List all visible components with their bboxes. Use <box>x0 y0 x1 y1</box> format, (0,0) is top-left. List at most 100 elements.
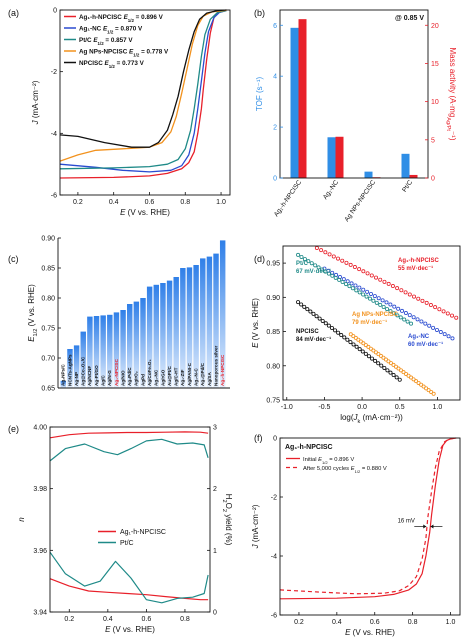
y-axis-title-a: J (mA·cm⁻²) <box>31 80 40 125</box>
legend-entry-f: After 5,000 cycles E1/2 = 0.880 V <box>303 466 387 474</box>
panel-label-e: (e) <box>8 424 19 434</box>
tafel-point <box>306 259 311 264</box>
y-axis-f-tick-label: -6 <box>271 613 277 620</box>
panel-b-tof-mass-activity: (b) Ag₁-h-NPCISC Ag₁-NC Ag NPs-NPCISC Pt/C 0 2… <box>254 8 457 223</box>
tafel-point <box>317 316 322 321</box>
tafel-point <box>357 347 362 352</box>
tafel-point <box>391 311 396 316</box>
tafel-point <box>352 265 357 270</box>
tafel-point <box>385 307 390 312</box>
tafel-point <box>442 332 447 337</box>
series-line-3 <box>59 9 227 170</box>
catalyst-label-c: Ag/C-HT <box>174 367 179 386</box>
tafel-point <box>309 261 314 266</box>
catalyst-label-c: Ag₁-NPCISC <box>114 358 119 386</box>
tafel-point <box>367 296 372 301</box>
y-axis-left-b-tick-label: 2 <box>273 125 277 132</box>
tafel-point <box>401 370 406 375</box>
tafel-point <box>302 257 307 262</box>
tafel-point <box>360 349 365 354</box>
panel-a-jv-curves: (a) 0.2 0.4 0.6 0.8 1.0 0 -2 -4 -6 E (V vs. RHE) J … <box>8 8 231 217</box>
series-name-d: Ag₁-h-NPCISC <box>398 258 439 264</box>
catalyst-label-c: Ag/NiO <box>120 370 125 386</box>
y-axis-c-tick-label: 0.80 <box>41 296 55 303</box>
x-axis-a-tick-label: 0.8 <box>180 199 190 206</box>
tafel-point <box>299 302 304 307</box>
bar-e-half <box>87 316 93 388</box>
bar-tof <box>327 137 336 178</box>
tafel-point <box>423 321 428 326</box>
bar-e-half <box>206 256 213 388</box>
tafel-point <box>320 267 325 272</box>
tafel-point <box>371 298 376 303</box>
panel-label-b: (b) <box>254 8 265 18</box>
legend-entry-a-part: E <box>103 26 108 33</box>
x-axis-a-tick-label: 1.0 <box>216 199 226 206</box>
tafel-point <box>431 391 436 396</box>
legend-entry-a-part: Pt/C <box>79 37 93 44</box>
tafel-point <box>314 246 319 251</box>
tafel-point <box>369 273 374 278</box>
tafel-slope-d: 79 mV·dec⁻¹ <box>352 319 387 326</box>
series-line-5 <box>59 9 227 148</box>
tafel-point <box>357 285 362 290</box>
tafel-point <box>299 254 304 259</box>
tafel-point <box>388 370 393 375</box>
tafel-point <box>365 271 370 276</box>
legend-entry-a-part: E <box>124 14 129 21</box>
legend-entry-a-part: Ag NPs-NPCISC <box>79 49 129 56</box>
tafel-point <box>419 319 424 324</box>
bar-e-half <box>126 304 133 388</box>
tafel-point <box>381 355 386 360</box>
legend-entry-f-part: E <box>351 466 355 472</box>
tafel-point <box>403 290 408 295</box>
bar-mass-activity <box>335 136 344 178</box>
legend-entry-f-part: = 0.896 V <box>328 457 355 463</box>
tafel-point <box>314 314 319 319</box>
tafel-point <box>343 282 348 287</box>
tafel-point <box>390 284 395 289</box>
catalyst-label-c: Ag₂Pd/C <box>127 367 132 386</box>
legend-entry-a-part: NPCISC <box>79 60 105 67</box>
bar-e-half <box>67 349 73 388</box>
tafel-point <box>356 337 361 342</box>
tafel-point <box>421 384 426 389</box>
tafel-point <box>296 252 301 257</box>
x-axis-d-tick-label: 1.0 <box>433 404 443 411</box>
catalyst-label-c: Ag/N-G <box>107 370 112 386</box>
tafel-point <box>308 309 313 314</box>
tafel-point <box>382 365 387 370</box>
y-axis-left-e-tick-label: 3.98 <box>33 486 47 493</box>
tafel-point <box>398 368 403 373</box>
y-axis-title-a-part: J <box>31 119 40 125</box>
tafel-point <box>374 275 379 280</box>
tafel-slope-d: 60 mV·dec⁻¹ <box>408 341 443 348</box>
x-axis-e-tick-label: 0.8 <box>180 616 190 623</box>
tafel-point <box>382 279 387 284</box>
tafel-point <box>378 353 383 358</box>
tafel-point <box>345 279 350 284</box>
tafel-point <box>366 344 371 349</box>
legend-entry-a-part: 1/2 <box>128 18 135 23</box>
y-axis-left-b-tick-label: 4 <box>273 74 277 81</box>
catalyst-label-c: AgIrO₂ <box>134 371 139 386</box>
y-axis-title-left-e-part: n <box>17 517 26 522</box>
y-axis-c-tick-label: 0.65 <box>41 386 55 393</box>
tafel-point <box>394 375 399 380</box>
x-axis-title-a-part: E <box>120 208 126 217</box>
catalyst-label-c: Ag-NP <box>74 372 79 386</box>
tafel-point <box>385 368 390 373</box>
legend-entry-a: Ag₁-NC E1/2 = 0.870 V <box>79 26 143 35</box>
tafel-point <box>428 303 433 308</box>
series-name-d: NPCISC <box>296 329 319 335</box>
y-axis-f-tick-label: -2 <box>271 495 277 502</box>
x-axis-d-tick-label: -1.0 <box>281 404 293 411</box>
category-label-b: Ag₁-h-NPCISC <box>273 179 303 218</box>
tafel-point <box>419 382 424 387</box>
legend-entry-a: Ag₁-h-NPCISC E1/2 = 0.896 V <box>79 14 164 23</box>
tafel-point <box>437 307 442 312</box>
legend-entry-a: NPCISC E1/2 = 0.773 V <box>79 60 145 69</box>
y-axis-title-right-b: Mass activity (A·mgAg/Pt⁻¹) <box>445 47 457 140</box>
y-axis-right-b-tick-label: 5 <box>431 137 435 144</box>
